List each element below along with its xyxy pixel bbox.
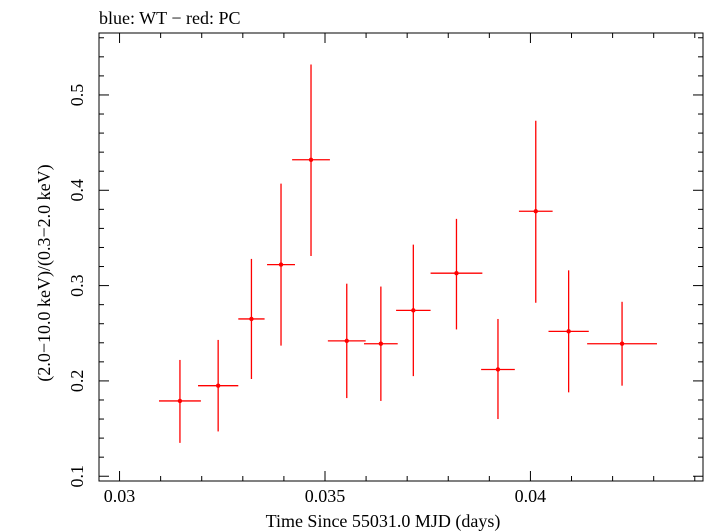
point-marker [566, 329, 571, 334]
x-axis-label: Time Since 55031.0 MJD (days) [266, 511, 501, 532]
data-point [518, 120, 553, 303]
point-marker [411, 308, 416, 313]
data-point [327, 283, 366, 399]
point-marker [278, 262, 284, 267]
x-tick-label: 0.035 [305, 486, 346, 506]
point-marker [533, 209, 538, 214]
point-marker [378, 341, 384, 346]
y-tick-label: 0.1 [67, 465, 87, 488]
point-marker [308, 157, 314, 162]
y-tick-label: 0.3 [67, 274, 87, 297]
data-layer [158, 64, 657, 443]
point-marker [454, 271, 459, 276]
point-marker [177, 398, 183, 404]
data-point [267, 183, 295, 346]
axis-ticks: 0.03 0.035 0.04 0.1 0.2 0.3 0.4 0.5 [67, 33, 703, 506]
data-point [364, 286, 398, 401]
point-marker [215, 383, 221, 388]
point-marker [249, 316, 254, 322]
point-marker [495, 367, 501, 372]
data-point [158, 359, 201, 443]
data-point [238, 258, 265, 380]
chart-title: blue: WT − red: PC [99, 8, 240, 28]
data-point [198, 339, 239, 432]
data-point [548, 270, 589, 393]
data-point [396, 244, 431, 377]
data-point [430, 218, 483, 330]
x-tick-label: 0.04 [515, 486, 547, 506]
y-tick-label: 0.4 [67, 179, 87, 202]
point-marker [344, 338, 349, 344]
y-axis-label: (2.0−10.0 keV)/(0.3−2.0 keV) [34, 164, 55, 381]
data-point [292, 64, 330, 257]
point-marker [619, 341, 625, 346]
data-point [481, 318, 515, 420]
data-point [587, 301, 657, 386]
plot-frame [98, 32, 704, 482]
y-tick-label: 0.5 [67, 84, 87, 107]
y-tick-label: 0.2 [67, 370, 87, 393]
x-tick-label: 0.03 [104, 486, 136, 506]
